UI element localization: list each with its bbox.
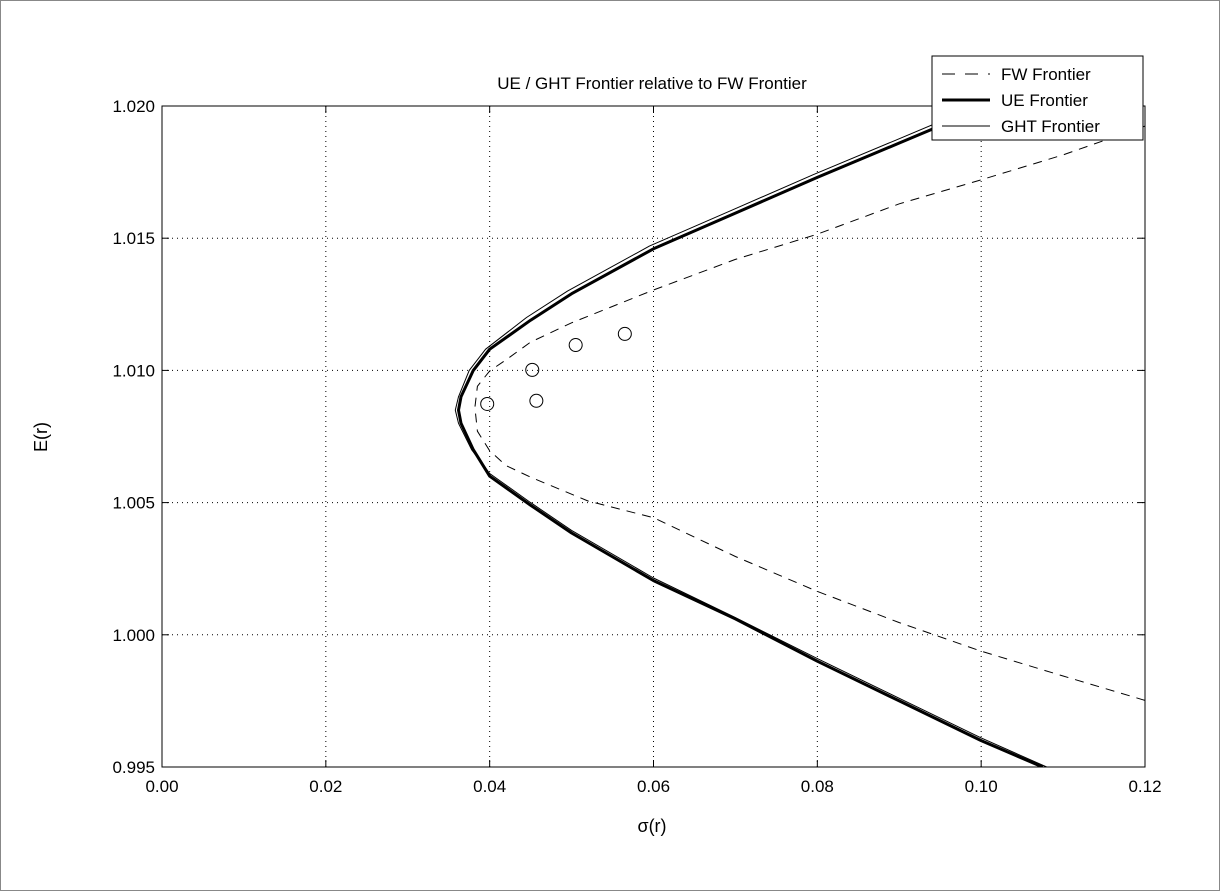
y-tick-label: 1.000: [112, 626, 155, 645]
chart-title: UE / GHT Frontier relative to FW Frontie…: [497, 74, 807, 93]
x-tick-label: 0.10: [965, 777, 998, 796]
ticks: 0.00 0.02 0.04 0.06 0.08 0.10 0.12 0.995 1.000 1.…: [112, 97, 1161, 796]
x-tick-label: 0.06: [637, 777, 670, 796]
y-tick-label: 1.020: [112, 97, 155, 116]
legend-label: FW Frontier: [1001, 65, 1091, 84]
x-tick-label: 0.08: [801, 777, 834, 796]
data-point-marker: [529, 393, 544, 408]
series-line-ue-frontier: [457, 106, 1044, 767]
series-group: [454, 106, 1145, 767]
y-tick-label: 0.995: [112, 758, 155, 777]
legend-label: UE Frontier: [1001, 91, 1088, 110]
y-tick-label: 1.005: [112, 494, 155, 513]
x-tick-label: 0.04: [473, 777, 506, 796]
data-point-marker: [525, 362, 540, 377]
x-tick-label: 0.00: [145, 777, 178, 796]
data-point-marker: [617, 326, 632, 341]
y-tick-label: 1.010: [112, 361, 155, 380]
y-axis-label: E(r): [31, 422, 51, 452]
series-line-fw-frontier: [474, 125, 1145, 701]
y-tick-label: 1.015: [112, 229, 155, 248]
x-tick-label: 0.12: [1128, 777, 1161, 796]
legend: FW Frontier UE Frontier GHT Frontier: [931, 55, 1144, 141]
data-point-marker: [480, 396, 495, 411]
x-tick-label: 0.02: [309, 777, 342, 796]
legend-label: GHT Frontier: [1001, 117, 1100, 136]
grid: [162, 106, 1145, 767]
x-axis-label: σ(r): [637, 816, 666, 836]
data-point-marker: [568, 338, 583, 353]
series-line-ght-frontier: [454, 106, 1047, 767]
